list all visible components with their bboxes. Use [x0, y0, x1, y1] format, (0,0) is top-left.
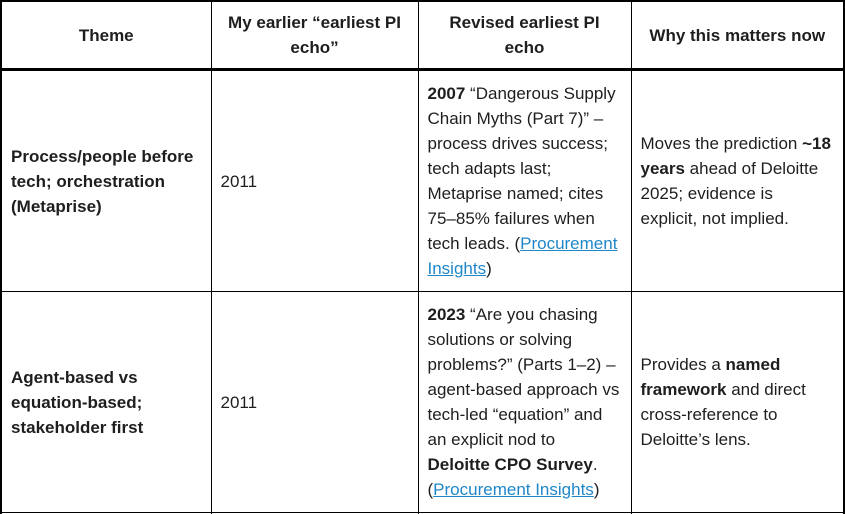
why-text-pre: Moves the prediction — [640, 134, 803, 153]
revised-body-text: “Dangerous Supply Chain Myths (Part 7)” … — [427, 84, 616, 253]
theme-cell: Agent-based vs equation-based; stakehold… — [0, 291, 212, 513]
procurement-insights-link[interactable]: Procurement Insights — [433, 480, 594, 499]
earlier-echo-cell: 2011 — [210, 69, 419, 292]
column-header-revised-echo: Revised earliest PI echo — [417, 0, 632, 71]
revised-bold-text: Deloitte CPO Survey — [427, 455, 593, 474]
why-text-bold: named framework — [640, 355, 781, 399]
theme-cell: Process/people before tech; orchestratio… — [0, 69, 212, 292]
revised-close-paren: ) — [593, 480, 600, 499]
why-text-post: ahead of Deloitte 2025; evidence is expl… — [640, 159, 819, 228]
empty-cell — [630, 512, 845, 514]
revised-year: 2007 — [427, 84, 466, 103]
partial-next-row — [0, 512, 845, 514]
revised-body-text: “Are you chasing solutions or solving pr… — [427, 305, 620, 449]
procurement-insights-link[interactable]: Procurement Insights — [427, 234, 618, 278]
why-matters-cell: Provides a named framework and direct cr… — [630, 291, 845, 513]
revised-after-bold-text: . ( — [427, 455, 598, 499]
column-header-earlier-echo: My earlier “earliest PI echo” — [210, 0, 419, 71]
why-text-bold: ~18 years — [640, 134, 831, 178]
header-row: Theme My earlier “earliest PI echo” Revi… — [0, 0, 845, 71]
revised-close-paren: ) — [486, 259, 492, 278]
why-text-pre: Provides a — [640, 355, 726, 374]
revised-year: 2023 — [427, 305, 466, 324]
column-header-why-matters: Why this matters now — [630, 0, 845, 71]
why-text-post: and direct cross-reference to Deloitte’s… — [640, 380, 806, 449]
revised-echo-cell: 2023 “Are you chasing solutions or solvi… — [417, 291, 632, 513]
earlier-echo-cell: 2011 — [210, 291, 419, 513]
column-header-theme: Theme — [0, 0, 212, 71]
table-row-agent-based: Agent-based vs equation-based; stakehold… — [0, 291, 845, 513]
revised-echo-cell: 2007 “Dangerous Supply Chain Myths (Part… — [417, 69, 632, 292]
why-matters-cell: Moves the prediction ~18 years ahead of … — [630, 69, 845, 292]
table-row-metaprise: Process/people before tech; orchestratio… — [0, 69, 845, 292]
